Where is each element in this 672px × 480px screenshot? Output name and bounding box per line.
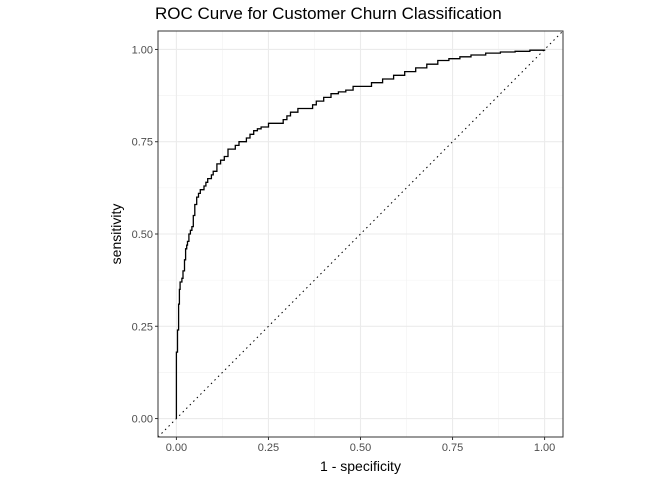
y-axis-title: sensitivity [108,204,124,265]
x-tick-label: 0.75 [442,442,463,454]
x-tick-label: 0.00 [166,442,187,454]
reference-diagonal-line [157,30,564,438]
y-tick-label: 0.00 [132,414,153,426]
y-tick-label: 0.25 [132,321,153,333]
x-tick-label: 0.25 [258,442,279,454]
x-axis-title: 1 - specificity [320,458,401,474]
x-axis-ticks: 0.00 0.25 0.50 0.75 1.00 [166,437,555,454]
x-tick-label: 0.50 [350,442,371,454]
y-tick-label: 1.00 [132,44,153,56]
chart-title: ROC Curve for Customer Churn Classificat… [155,4,502,23]
x-tick-label: 1.00 [534,442,555,454]
y-axis-ticks: 0.00 0.25 0.50 0.75 1.00 [132,44,158,426]
roc-curve-line [175,49,546,419]
y-tick-label: 0.50 [132,229,153,241]
y-tick-label: 0.75 [132,137,153,149]
